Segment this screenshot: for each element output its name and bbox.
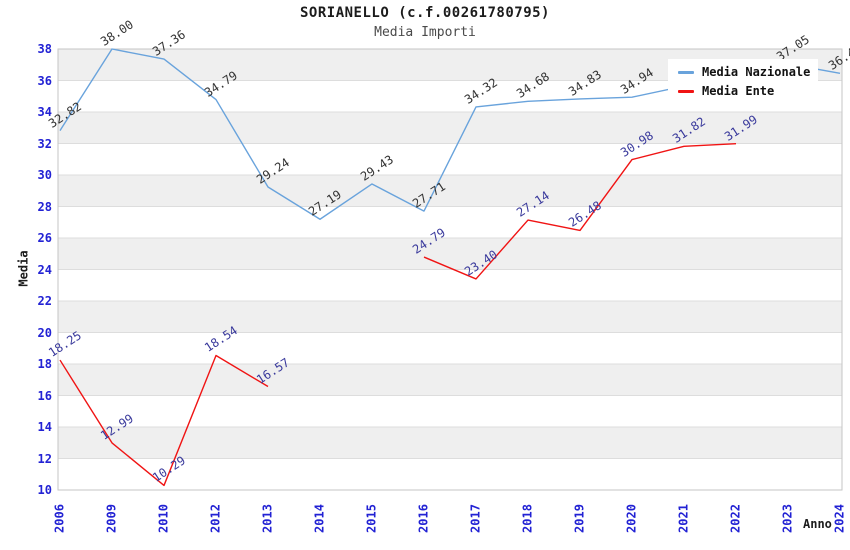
legend-item-label: Media Ente (702, 84, 775, 98)
chart-subtitle: Media Importi (374, 25, 476, 40)
plot-border (57, 48, 843, 491)
grid-band (58, 301, 842, 333)
chart-title: SORIANELLO (c.f.00261780795) (299, 5, 550, 21)
grid-band (58, 427, 842, 459)
series-line-media-nazionale (59, 48, 841, 220)
legend: Media Nazionale Media Ente (668, 59, 819, 104)
series-line-media-ente (59, 354, 269, 487)
y-axis-title: Media (16, 250, 31, 287)
legend-item-media-ente: Media Ente (678, 83, 810, 99)
grid-band (58, 112, 842, 144)
legend-marker-icon (678, 70, 694, 74)
legend-item-label: Media Nazionale (702, 65, 811, 79)
legend-marker-icon (678, 89, 694, 93)
series-line-media-ente (423, 142, 737, 280)
grid-band (58, 175, 842, 207)
x-axis-title: Anno (803, 517, 832, 531)
grid-band (58, 364, 842, 396)
legend-item-media-nazionale: Media Nazionale (678, 64, 810, 80)
grid-band (58, 238, 842, 270)
